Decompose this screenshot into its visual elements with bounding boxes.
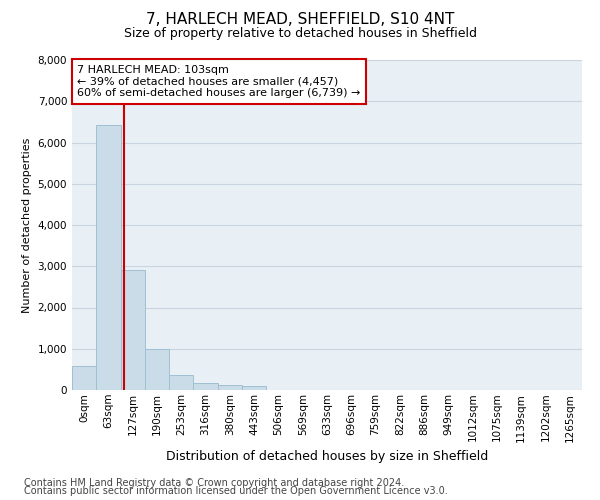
Text: 7, HARLECH MEAD, SHEFFIELD, S10 4NT: 7, HARLECH MEAD, SHEFFIELD, S10 4NT (146, 12, 454, 28)
Text: 7 HARLECH MEAD: 103sqm
← 39% of detached houses are smaller (4,457)
60% of semi-: 7 HARLECH MEAD: 103sqm ← 39% of detached… (77, 65, 361, 98)
Text: Size of property relative to detached houses in Sheffield: Size of property relative to detached ho… (124, 28, 476, 40)
X-axis label: Distribution of detached houses by size in Sheffield: Distribution of detached houses by size … (166, 450, 488, 463)
Bar (121, 270, 145, 390)
Bar (218, 386, 242, 390)
Bar (242, 386, 266, 390)
Y-axis label: Number of detached properties: Number of detached properties (22, 138, 32, 312)
Bar (96, 125, 121, 390)
Bar (72, 366, 96, 390)
Text: Contains public sector information licensed under the Open Government Licence v3: Contains public sector information licen… (24, 486, 448, 496)
Bar (169, 375, 193, 390)
Text: Contains HM Land Registry data © Crown copyright and database right 2024.: Contains HM Land Registry data © Crown c… (24, 478, 404, 488)
Bar (145, 349, 169, 390)
Bar (193, 383, 218, 390)
